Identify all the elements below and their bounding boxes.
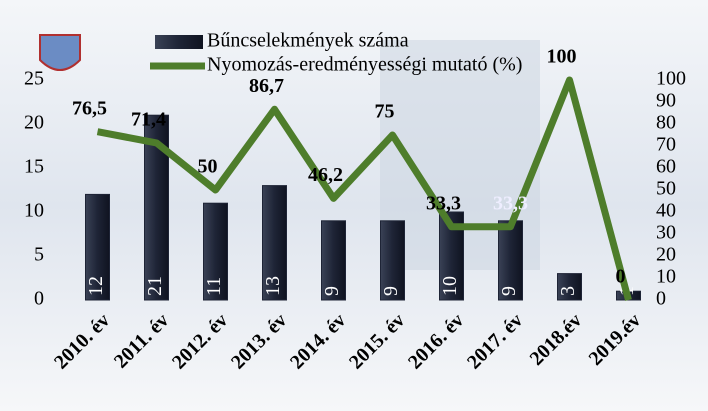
y-tick-label: 0 <box>34 288 44 310</box>
line-label: 33,3 <box>426 192 461 214</box>
y-tick-label: 10 <box>24 200 44 222</box>
line-label: 75 <box>375 101 395 123</box>
bar-label: 21 <box>144 276 166 296</box>
y-tick-label: 15 <box>24 156 44 178</box>
y2-tick-label: 20 <box>656 244 676 266</box>
bar-label: 10 <box>439 276 461 296</box>
bar-label: 9 <box>321 286 343 296</box>
y-tick-label: 25 <box>24 68 44 90</box>
bar-label: 13 <box>262 276 284 296</box>
y2-tick-label: 30 <box>656 222 676 244</box>
bar-label: 3 <box>557 286 579 296</box>
bar <box>380 220 405 301</box>
bar <box>321 220 346 301</box>
bar-label: 9 <box>380 286 402 296</box>
line <box>96 76 632 301</box>
bar <box>203 202 228 301</box>
emblem <box>39 34 81 71</box>
y2-tick-label: 100 <box>656 68 686 90</box>
y2-tick-label: 60 <box>656 156 676 178</box>
y-tick-label: 5 <box>34 244 44 266</box>
legend-label: Nyomozás-eredményességi mutató (%) <box>207 54 522 76</box>
bar <box>262 185 287 301</box>
line-label: 50 <box>198 156 218 178</box>
y2-tick-label: 70 <box>656 134 676 156</box>
legend-label: Bűncselekmények száma <box>207 30 409 52</box>
line-label: 46,2 <box>308 164 343 186</box>
y-tick-label: 20 <box>24 112 44 134</box>
y2-tick-label: 40 <box>656 200 676 222</box>
bar <box>557 273 582 301</box>
y2-tick-label: 0 <box>656 288 666 310</box>
bar-label: 9 <box>498 286 520 296</box>
y2-tick-label: 80 <box>656 112 676 134</box>
y2-tick-label: 50 <box>656 178 676 200</box>
y2-tick-label: 10 <box>656 266 676 288</box>
line-label: 86,7 <box>249 75 284 97</box>
line-label: 33,3 <box>493 192 528 214</box>
legend-swatch <box>155 35 203 49</box>
bar-label: 11 <box>203 277 225 296</box>
line-label: 0 <box>616 266 626 288</box>
bar-label: 12 <box>85 276 107 296</box>
bar <box>85 193 110 301</box>
line-label: 76,5 <box>72 97 107 119</box>
line-label: 100 <box>547 46 577 68</box>
line-label: 71,4 <box>131 109 166 131</box>
y2-tick-label: 90 <box>656 90 676 112</box>
